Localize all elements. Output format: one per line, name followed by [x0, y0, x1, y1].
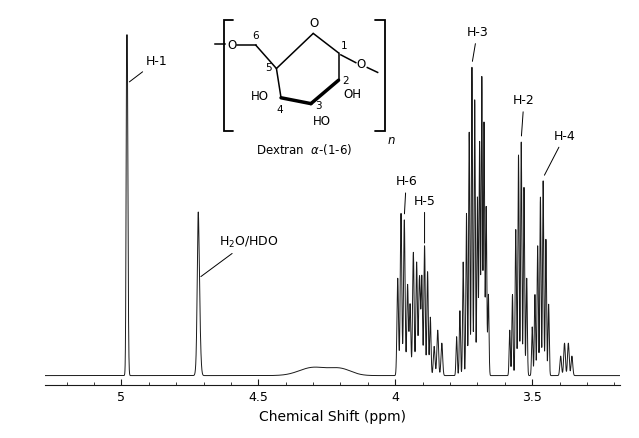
Text: 2: 2	[343, 76, 350, 86]
Text: H-5: H-5	[413, 194, 436, 244]
Text: n: n	[388, 134, 396, 147]
Text: H$_2$O/HDO: H$_2$O/HDO	[201, 234, 278, 277]
Text: 4: 4	[277, 104, 283, 114]
Text: HO: HO	[313, 115, 331, 128]
Text: 6: 6	[252, 31, 259, 41]
Text: H-3: H-3	[466, 26, 488, 62]
X-axis label: Chemical Shift (ppm): Chemical Shift (ppm)	[259, 409, 406, 423]
Text: H-2: H-2	[513, 94, 535, 137]
Text: HO: HO	[250, 90, 268, 103]
Text: 1: 1	[341, 41, 348, 51]
Text: 5: 5	[265, 62, 272, 72]
Text: O: O	[357, 57, 366, 71]
Text: Dextran  $\alpha$-(1-6): Dextran $\alpha$-(1-6)	[256, 141, 352, 157]
Text: H-1: H-1	[129, 55, 168, 83]
Text: O: O	[310, 17, 319, 29]
Text: 3: 3	[315, 100, 321, 110]
Text: H-4: H-4	[544, 130, 576, 176]
Text: O: O	[227, 39, 236, 52]
Text: H-6: H-6	[396, 175, 417, 214]
Text: OH: OH	[344, 88, 362, 101]
